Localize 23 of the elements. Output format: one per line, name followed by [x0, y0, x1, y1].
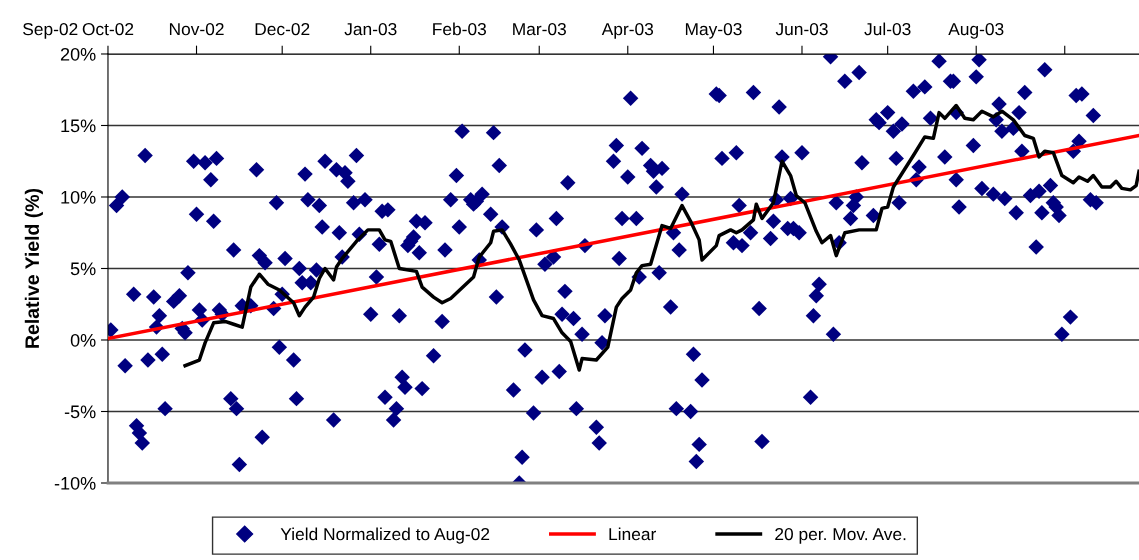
x-tick-label: Feb-03 — [433, 22, 487, 36]
legend-label: Linear — [609, 527, 657, 541]
y-axis-title: Relative Yield (%) — [24, 188, 43, 348]
y-tick-label: 20% — [60, 47, 96, 61]
x-tick-label: May-03 — [685, 22, 742, 39]
text: Sep-02 — [23, 22, 78, 39]
x-tick-label: Nov-02 — [169, 22, 224, 36]
y-tick-label: -5% — [64, 405, 96, 419]
y-tick-label: 10% — [61, 190, 96, 204]
x-tick-label: Dec-02 — [255, 22, 310, 36]
y-tick-label: 15% — [61, 119, 96, 133]
x-tick-label: Jul-03 — [864, 22, 911, 36]
legend-label: Yield Normalized to Aug-02 — [280, 527, 490, 544]
x-tick-label: Oct-02 — [82, 22, 134, 36]
y-tick-label: 5% — [70, 262, 96, 276]
x-tick-label: Jun-03 — [775, 22, 828, 36]
y-tick-label: -10% — [54, 476, 96, 490]
y-tick-label: 0% — [70, 333, 96, 347]
x-tick-label: Mar-03 — [513, 22, 566, 36]
x-tick-label: Apr-03 — [601, 22, 654, 39]
x-tick-label: Aug-03 — [948, 22, 1004, 39]
x-tick-label: Jan-03 — [344, 22, 397, 36]
legend-label: 20 per. Mov. Ave. — [775, 527, 906, 544]
